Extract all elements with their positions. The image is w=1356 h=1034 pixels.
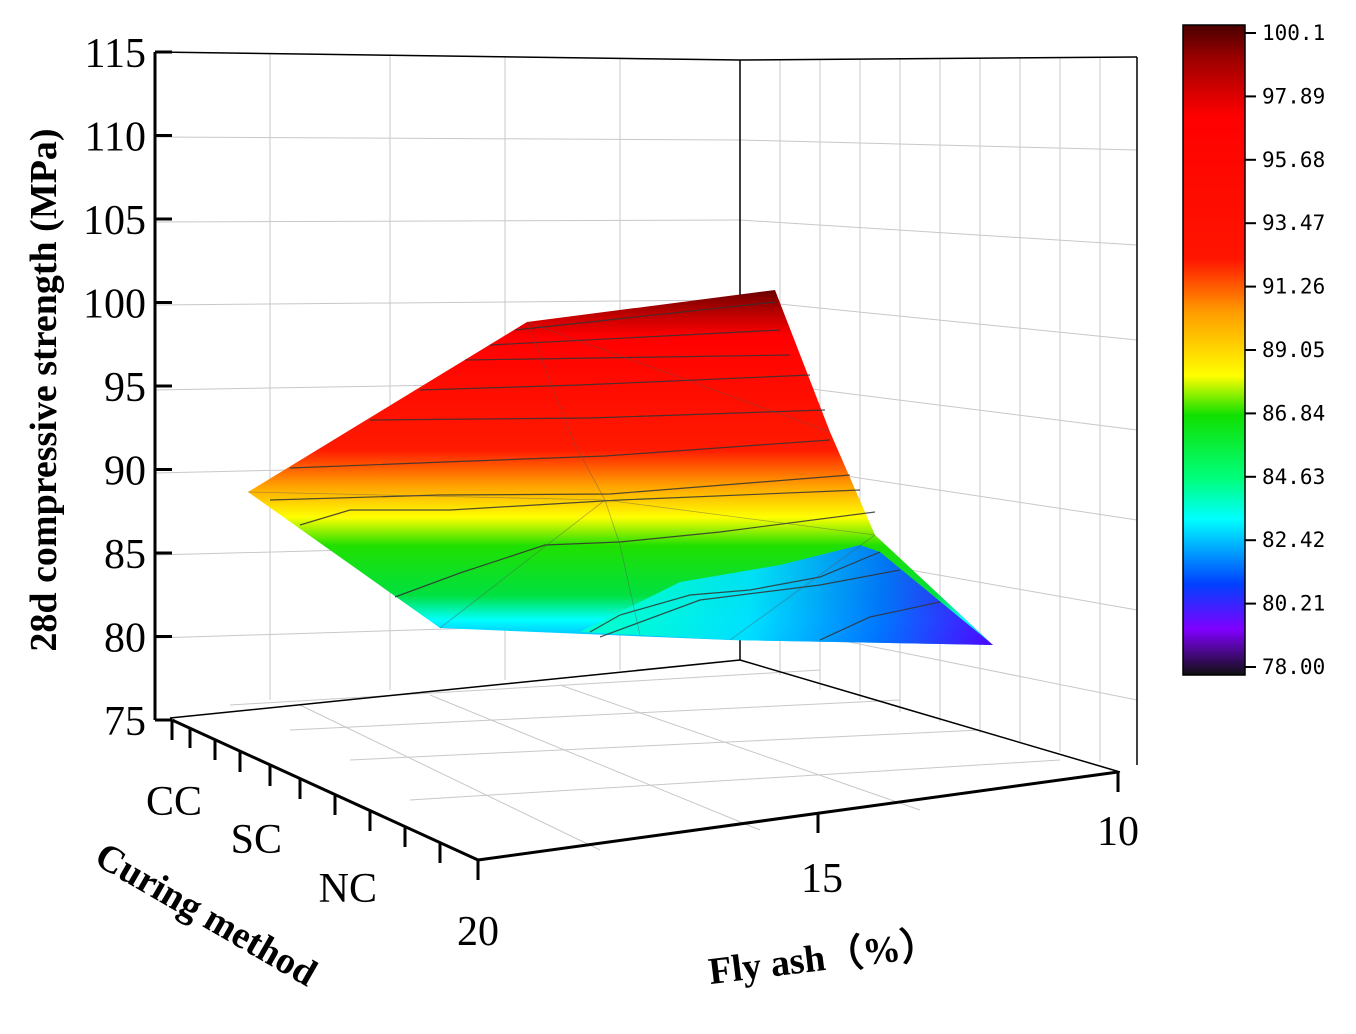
z-tick-label: 95 (104, 365, 146, 411)
colorbar-ticks: 100.1 97.89 95.68 93.47 91.26 89.05 86.84 84.63… (1245, 21, 1325, 679)
z-tick-label: 90 (104, 449, 146, 495)
x-tick-marks (476, 772, 1120, 880)
colorbar-tick-label: 97.89 (1262, 84, 1325, 108)
colorbar-tick-label: 89.05 (1262, 338, 1325, 362)
z-tick-label: 100 (83, 282, 146, 328)
z-tick-label: 110 (85, 115, 146, 161)
colorbar-tick-label: 82.42 (1262, 528, 1325, 552)
y-tick-marks (170, 720, 480, 880)
colorbar-gradient (1182, 24, 1246, 676)
z-tick-label: 85 (104, 532, 146, 578)
z-axis-title: 28d compressive strength (MPa) (23, 128, 65, 651)
x-axis (477, 770, 1119, 862)
x-tick-label: 15 (801, 856, 843, 902)
y-tick-label: CC (146, 779, 202, 825)
colorbar-tick-label: 78.00 (1262, 655, 1325, 679)
z-tick-label: 115 (85, 31, 146, 77)
z-tick-label: 105 (83, 198, 146, 244)
y-axis (171, 718, 479, 862)
z-tick-labels: 115 110 105 100 95 90 85 80 75 (83, 31, 146, 745)
colorbar: 100.1 97.89 95.68 93.47 91.26 89.05 86.84 84.63… (1182, 21, 1325, 679)
x-axis-title: Fly ash（%） (706, 923, 941, 993)
colorbar-tick-label: 95.68 (1262, 148, 1325, 172)
colorbar-tick-label: 84.63 (1262, 465, 1325, 489)
surface-cool-region (580, 545, 993, 645)
colorbar-tick-label: 100.1 (1262, 21, 1325, 45)
x-tick-label: 10 (1097, 809, 1139, 855)
contour-lines (269, 301, 941, 641)
z-tick-label: 75 (104, 699, 146, 745)
x-tick-label: 20 (457, 909, 499, 955)
z-tick-marks (155, 50, 172, 722)
y-axis-title: Curing method (88, 834, 324, 994)
z-tick-label: 80 (104, 616, 146, 662)
mesh-lines (247, 321, 876, 641)
colorbar-tick-label: 80.21 (1262, 592, 1325, 616)
colorbar-tick-label: 91.26 (1262, 275, 1325, 299)
surface-plot (247, 290, 993, 645)
colorbar-tick-label: 86.84 (1262, 401, 1325, 425)
colorbar-tick-label: 93.47 (1262, 211, 1325, 235)
y-tick-label: NC (319, 866, 377, 912)
y-tick-label: SC (231, 817, 282, 863)
surface-patch (248, 290, 993, 645)
